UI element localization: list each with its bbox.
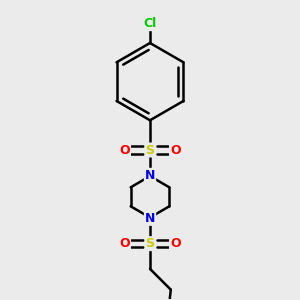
Text: O: O (119, 237, 130, 250)
Text: Cl: Cl (143, 17, 157, 30)
Text: N: N (145, 212, 155, 225)
Text: S: S (146, 143, 154, 157)
Text: O: O (170, 237, 181, 250)
Text: S: S (146, 237, 154, 250)
Text: O: O (119, 143, 130, 157)
Text: N: N (145, 169, 155, 182)
Text: O: O (170, 143, 181, 157)
